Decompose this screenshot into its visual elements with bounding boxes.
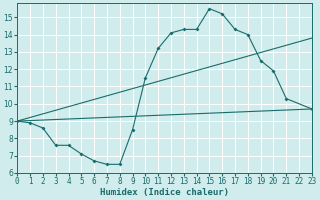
X-axis label: Humidex (Indice chaleur): Humidex (Indice chaleur): [100, 188, 229, 197]
